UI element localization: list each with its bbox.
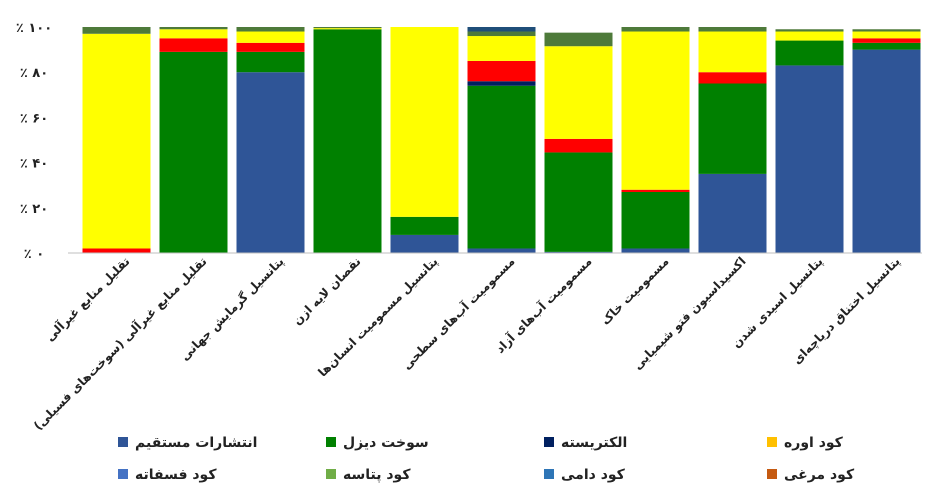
legend-label: انتشارات مستقیم	[135, 435, 257, 451]
bar-segment	[467, 85, 536, 249]
category-label: مسمومیت خاک	[598, 254, 672, 328]
legend-swatch	[544, 437, 554, 447]
y-axis: ٪ ۰ ٪ ۲۰ ٪ ۴۰ ٪ ۶۰ ٪ ۸۰ ٪ ۱۰۰	[16, 21, 52, 262]
legend: انتشارات مستقیم سوخت دیزل الکتریسته کود اور…	[118, 435, 855, 483]
bar-segment	[236, 72, 305, 253]
bar-segment	[698, 173, 767, 253]
legend-swatch	[544, 469, 554, 479]
legend-swatch	[767, 469, 777, 479]
bar-segment	[621, 31, 690, 190]
bar-segment	[159, 51, 228, 253]
bar-segment	[159, 27, 228, 30]
legend-swatch	[767, 437, 777, 447]
bar-segment	[698, 83, 767, 174]
bar-segment	[544, 251, 613, 253]
legend-label: سوخت دیزل	[343, 435, 429, 451]
category-label: نقصان لایه ازن	[290, 254, 364, 328]
bar-segment	[467, 60, 536, 82]
bar-segment	[544, 32, 613, 47]
bar-segment	[390, 216, 459, 235]
bar-segment	[236, 31, 305, 43]
bar-segment	[82, 33, 151, 249]
bar-segment	[852, 38, 921, 43]
bar-segment	[159, 29, 228, 39]
bar-segment	[852, 49, 921, 253]
legend-swatch	[118, 469, 128, 479]
legend-item: سوخت دیزل	[326, 435, 429, 451]
bar-segment	[852, 42, 921, 50]
bar-segment	[698, 72, 767, 84]
bar-segment	[236, 27, 305, 32]
bar-segment	[621, 248, 690, 253]
bar-segment	[313, 29, 382, 254]
bar-segment	[852, 29, 921, 32]
legend-item: انتشارات مستقیم	[118, 435, 257, 451]
y-tick-label: ٪ ۶۰	[20, 111, 48, 126]
bars	[82, 27, 921, 254]
legend-item: کود فسفاته	[118, 467, 217, 483]
legend-item: کود مرغی	[767, 467, 855, 483]
y-tick-label: ٪ ۱۰۰	[16, 21, 52, 36]
legend-label: کود پتاسه	[343, 467, 411, 483]
legend-item: کود پتاسه	[326, 467, 411, 483]
bar-segment	[313, 27, 382, 29]
bar-segment	[467, 31, 536, 37]
bar-segment	[621, 191, 690, 249]
legend-item: کود اوره	[767, 435, 844, 451]
legend-label: کود مرغی	[784, 467, 855, 483]
legend-item: کود دامی	[544, 467, 626, 483]
y-tick-label: ٪ ۴۰	[20, 157, 48, 172]
bar-segment	[313, 28, 382, 30]
bar-segment	[544, 138, 613, 153]
legend-swatch	[326, 437, 336, 447]
bar-segment	[467, 81, 536, 86]
bar-segment	[621, 27, 690, 32]
bar-segment	[467, 248, 536, 253]
bar-segment	[390, 27, 459, 217]
bar-segment	[775, 40, 844, 66]
bar-segment	[236, 42, 305, 52]
bar-segment	[82, 248, 151, 253]
bar-segment	[467, 36, 536, 61]
category-label: تقلیل منابع غیرآلی	[42, 254, 132, 344]
y-tick-label: ٪ ۲۰	[20, 202, 48, 217]
bar-segment	[621, 189, 690, 192]
bar-segment	[544, 46, 613, 139]
bar-segment	[698, 31, 767, 73]
legend-label: کود فسفاته	[135, 467, 217, 483]
bar-segment	[775, 29, 844, 32]
legend-label: کود اوره	[784, 435, 844, 451]
legend-label: کود دامی	[561, 467, 626, 483]
bar-segment	[236, 51, 305, 73]
bar-segment	[82, 27, 151, 34]
legend-swatch	[326, 469, 336, 479]
bar-segment	[544, 152, 613, 252]
legend-swatch	[118, 437, 128, 447]
legend-label: الکتریسته	[561, 435, 627, 451]
bar-segment	[159, 38, 228, 52]
bar-segment	[698, 27, 767, 32]
legend-item: الکتریسته	[544, 435, 627, 451]
y-tick-label: ٪ ۰	[24, 247, 44, 262]
y-tick-label: ٪ ۸۰	[20, 66, 48, 81]
category-label: تقلیل منابع غیرآلی (سوخت‌های فسیلی)	[30, 254, 210, 434]
bar-segment	[852, 31, 921, 39]
bar-segment	[390, 234, 459, 253]
bar-segment	[775, 65, 844, 253]
bar-segment	[467, 27, 536, 32]
bar-segment	[775, 31, 844, 41]
